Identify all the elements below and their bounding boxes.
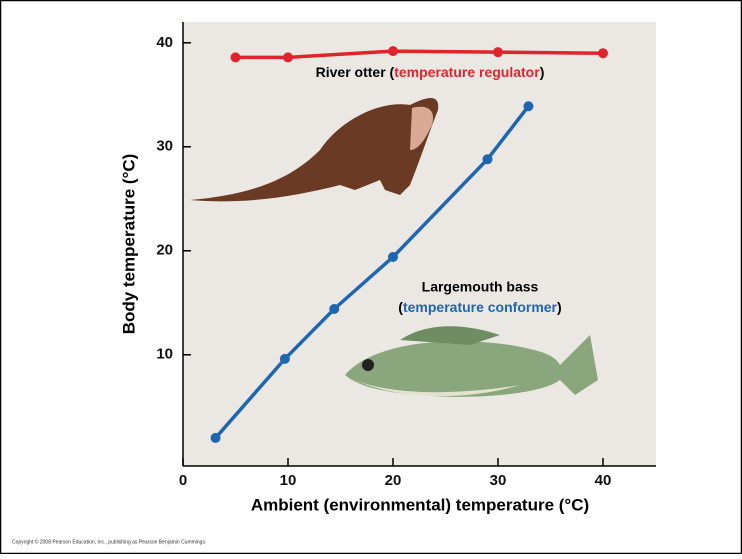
data-point: [230, 52, 241, 63]
label-part: ): [540, 64, 545, 80]
bass-label: (temperature conformer): [398, 299, 561, 315]
otter-label: River otter (temperature regulator): [316, 64, 545, 80]
x-tick-label: 10: [280, 472, 297, 489]
label-part: temperature conformer: [403, 299, 558, 315]
y-tick-label: 10: [156, 346, 173, 363]
x-tick-label: 30: [490, 472, 507, 489]
data-point: [388, 46, 398, 57]
data-point: [388, 251, 398, 262]
data-point: [329, 303, 340, 314]
y-tick-label: 20: [156, 242, 173, 259]
label-part: ): [557, 299, 562, 315]
label-part: (: [398, 299, 403, 315]
x-tick-label: 40: [595, 472, 612, 489]
x-axis-label: Ambient (environmental) temperature (°C): [251, 495, 589, 514]
data-point: [279, 353, 290, 364]
otter-illustration: [190, 98, 439, 202]
y-tick-label: 40: [156, 34, 173, 51]
data-point: [210, 432, 221, 443]
bass-illustration: [345, 326, 598, 397]
y-tick-label: 30: [156, 138, 173, 155]
plot-area: [183, 22, 656, 466]
y-axis-label: Body temperature (°C): [119, 154, 138, 335]
x-tick-label: 20: [385, 472, 402, 489]
label-part: River otter (: [316, 64, 395, 80]
data-point: [523, 101, 534, 112]
label-part: temperature regulator: [394, 64, 540, 80]
series-line: [214, 105, 530, 440]
x-tick-label: 0: [179, 472, 187, 489]
copyright: Copyright © 2008 Pearson Education, Inc.…: [12, 538, 206, 545]
data-point: [598, 48, 608, 59]
data-point: [283, 52, 293, 63]
data-point: [482, 154, 493, 165]
data-point: [493, 47, 503, 58]
bass-label: Largemouth bass: [422, 279, 539, 295]
